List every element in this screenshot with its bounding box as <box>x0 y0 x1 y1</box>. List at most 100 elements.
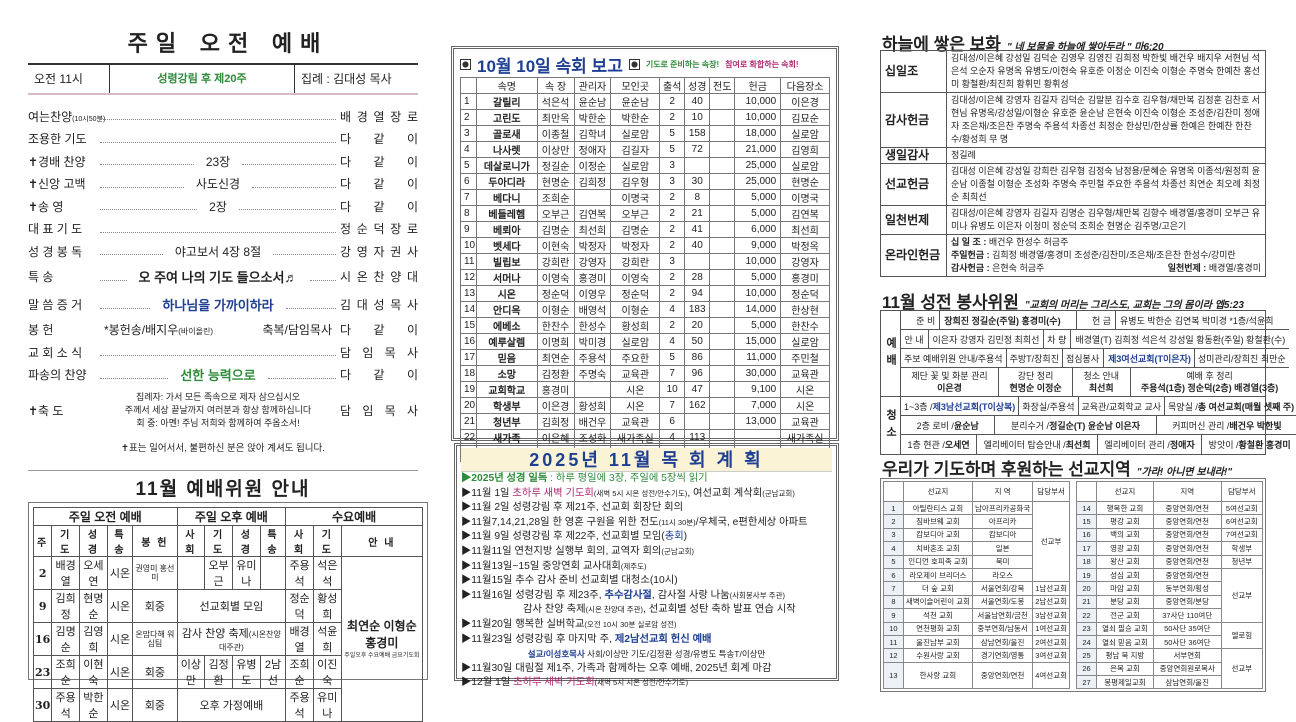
duty-text: 분리수거 / <box>1010 420 1050 431</box>
cell <box>709 221 736 238</box>
mission-number: 21 <box>1076 594 1097 610</box>
mission-row: 2 짐바브웨 교회 아프리카 <box>883 514 1070 529</box>
cell: 박정자 <box>610 237 661 254</box>
column-header: 속명 <box>476 77 538 94</box>
cell <box>709 157 736 174</box>
duty-person: 현명순 이정순 <box>1009 383 1062 393</box>
duty-person: 정애자 <box>1169 440 1195 450</box>
cell: 실로암 <box>610 157 661 174</box>
cell: 94 <box>684 285 711 302</box>
cell: 5,000 <box>734 189 782 206</box>
am-duty: 시온 <box>106 556 134 590</box>
mission-name: 캄보디아 교회 <box>902 527 974 543</box>
worship-time: 오전 11시 <box>28 65 110 93</box>
pm-merged-text: 감사 찬양 축제 <box>181 628 249 640</box>
cell: 15 <box>460 317 477 334</box>
cell <box>709 397 736 414</box>
divider <box>28 63 418 65</box>
cell: 7 <box>460 189 477 206</box>
missions-table: 선교지 지 역 담당부서 1 아틸란티스 교회 남아프리카공화국 선교부 2 짐바브웨 교회 아프… <box>880 478 1266 693</box>
mission-row: 1 아틸란티스 교회 남아프리카공화국 선교부 <box>883 500 1070 583</box>
pm-duty <box>259 556 287 590</box>
cell: 이은경 <box>780 93 830 110</box>
order-label-text: 조용한 기도 <box>28 132 87 147</box>
cell: 20 <box>684 317 711 334</box>
cell: 9,000 <box>734 237 782 254</box>
cell <box>709 269 736 286</box>
column-header <box>460 77 477 94</box>
cell <box>709 253 736 270</box>
mission-region: 북미 <box>972 554 1034 569</box>
order-person: 배 경 열 장 로 <box>340 109 418 124</box>
cell: 13 <box>460 285 477 302</box>
cell <box>709 125 736 142</box>
plan-text: ▶11월 1일 <box>461 487 513 499</box>
cell: 한찬수 <box>780 317 830 334</box>
order-label-text: ✝축 도 <box>28 403 64 418</box>
offering-names: 김대성/이은혜 강성일 김덕순 김영우 김영진 김희정 박한빛 배건우 배지우 … <box>946 50 1266 93</box>
service-cell: 예배 후 정리 주용석(1층) 정순덕(2층) 배경열(3층) <box>1131 368 1289 396</box>
cell: 김명순 <box>610 221 661 238</box>
duty-person: 윤순남 <box>953 420 979 431</box>
cell: 한상현 <box>780 301 830 318</box>
cell <box>684 157 711 174</box>
order-middle: 23장 <box>205 154 231 169</box>
mission-row: 27 봉평제일교회 삼남연회/울진 <box>1076 675 1263 690</box>
mission-region: 서부연회 <box>1152 648 1222 663</box>
cell: 18,000 <box>734 125 782 142</box>
cell <box>573 189 612 206</box>
order-label: 여는찬양(10시50분) <box>28 108 105 125</box>
order-middle: 하나님을 가까이하라 <box>162 298 274 313</box>
column-header: 담당부서 <box>1220 481 1264 502</box>
plan-text: ▶11월23일 성령강림 후 마지막 주, <box>461 633 615 645</box>
offering-row: 생일감사 정길례 <box>880 147 1266 164</box>
mission-department: 청년부 <box>1220 554 1264 569</box>
order-middle: 오 주여 나의 기도 들으소서♬ <box>138 270 298 285</box>
column-header: 특 송 <box>106 525 134 557</box>
cell: 2 <box>659 221 686 238</box>
cell <box>709 141 736 158</box>
cell: 황성희 <box>573 397 612 414</box>
cell: 시온 <box>476 285 538 302</box>
service-cell: 커피머신 관리 / 배건우 박한빛 <box>1157 416 1296 434</box>
cell: 석은석 <box>536 93 575 110</box>
cell: 3 <box>460 125 477 142</box>
cell: 황성희 <box>610 317 661 334</box>
cell: 김정환 <box>536 365 575 382</box>
worship-week: 성령강림 후 제20주 <box>110 65 295 93</box>
plan-item: ▶11월20일 행복한 실버학교(오전 10시 30분 실로암 성전) <box>461 618 832 633</box>
service-committee-table: 예배 준 비 장희진 정길순(주일) 홍경미(수) 헌 금 유병도 박한순 김연복 박미… <box>880 310 1296 455</box>
cell: 이은경 <box>536 397 575 414</box>
column-header: 다음장소 <box>780 77 830 94</box>
online-line: 감사헌금 : 은현숙 허금주 일천번제 : 배경열/홍경미 <box>951 262 1261 275</box>
cell: 10 <box>684 109 711 126</box>
plan-item: ▶11월15일 추수 감사 준비 선교회별 대청소(10시) <box>461 574 832 589</box>
plan-item: ▶11월11일 연천지방 실행부 회의, 교역자 회의(군남교회) <box>461 545 832 560</box>
cell <box>709 333 736 350</box>
cell: 72 <box>684 141 711 158</box>
section-rows: 1~3층 / 제3남선교회(T이상복) 화장실/주용석 교육관/교회학교 교사 목양실… <box>901 397 1296 454</box>
mission-name: 행복한 교회 <box>1096 500 1154 516</box>
cell: 시온 <box>610 381 661 398</box>
order-label-text: ✝경배 찬양 <box>28 154 86 169</box>
cell: 정순덕 <box>780 285 830 302</box>
mission-region: 중앙연회원로목사 <box>1152 661 1222 677</box>
mission-region: 중앙연회/연천 <box>1152 527 1222 543</box>
worship-title: 주일 오전 예배 <box>127 31 329 57</box>
pm-duty: 유미나 <box>231 556 261 590</box>
cell: 김묘순 <box>780 109 830 126</box>
mission-region: 동부연회/횡성 <box>1152 581 1222 596</box>
mission-name: 더 숲 교회 <box>902 581 974 596</box>
mission-row: 20 마암 교회 동부연회/횡성 <box>1076 581 1263 596</box>
mission-number: 27 <box>1076 675 1097 690</box>
mission-name: 성심 교회 <box>1096 567 1154 583</box>
mission-region: 중앙연회/연천 <box>1152 554 1222 569</box>
cell: 3 <box>659 173 686 190</box>
mission-name: 짐바브웨 교회 <box>902 514 974 529</box>
cell: 2 <box>659 109 686 126</box>
mission-name: 마암 교회 <box>1096 581 1154 596</box>
mission-number: 23 <box>1076 621 1097 636</box>
mission-row: 5 인디언 호피족 교회 북미 <box>883 554 1070 569</box>
service-cell: 2층 로비 / 윤순남 <box>901 416 996 434</box>
